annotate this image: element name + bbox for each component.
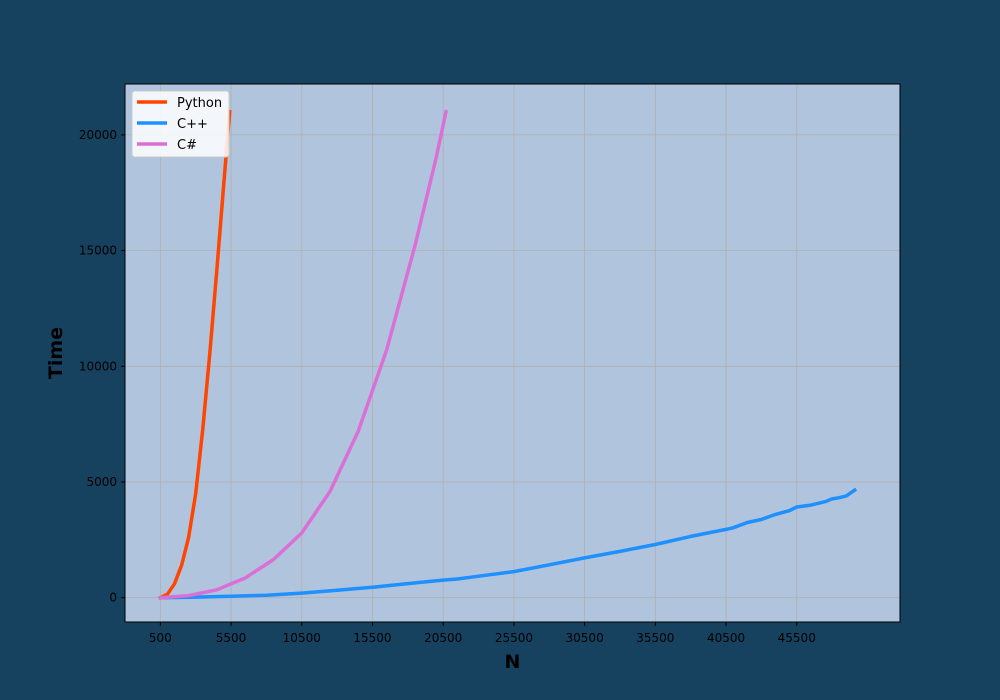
y-tick-label: 20000 [79,128,117,142]
y-tick-label: 5000 [86,475,117,489]
y-tick-label: 0 [109,591,117,605]
legend-box [131,90,230,158]
x-tick-label: 10500 [283,631,321,645]
x-tick-label: 35500 [636,631,674,645]
x-tick-label: 45500 [778,631,816,645]
x-axis-ticks: 500 5500 10500 15500 20500 25500 30500 35500 405… [149,622,816,645]
plot-area [125,84,900,622]
series-lines [158,109,858,601]
legend-entry-label: Python [177,96,222,111]
y-tick-label: 15000 [79,244,117,258]
series-line-python [158,109,232,601]
x-axis-label: N [505,651,521,673]
legend: Python C++ C# [131,90,230,158]
plot-frame [124,83,901,623]
legend-entry-label: C++ [177,117,208,132]
grid-lines [125,84,900,622]
y-axis-ticks: 0 5000 10000 15000 20000 [79,128,125,605]
series-line-c- [158,109,449,600]
y-axis-label: Time [45,327,67,379]
x-tick-label: 40500 [707,631,745,645]
x-tick-label: 15500 [353,631,391,645]
x-tick-label: 500 [149,631,172,645]
x-tick-label: 20500 [424,631,462,645]
x-tick-label: 30500 [566,631,604,645]
y-tick-label: 10000 [79,359,117,373]
x-tick-label: 5500 [216,631,247,645]
legend-entry-label: C# [177,138,197,153]
series-line-c- [158,487,858,600]
x-tick-label: 25500 [495,631,533,645]
